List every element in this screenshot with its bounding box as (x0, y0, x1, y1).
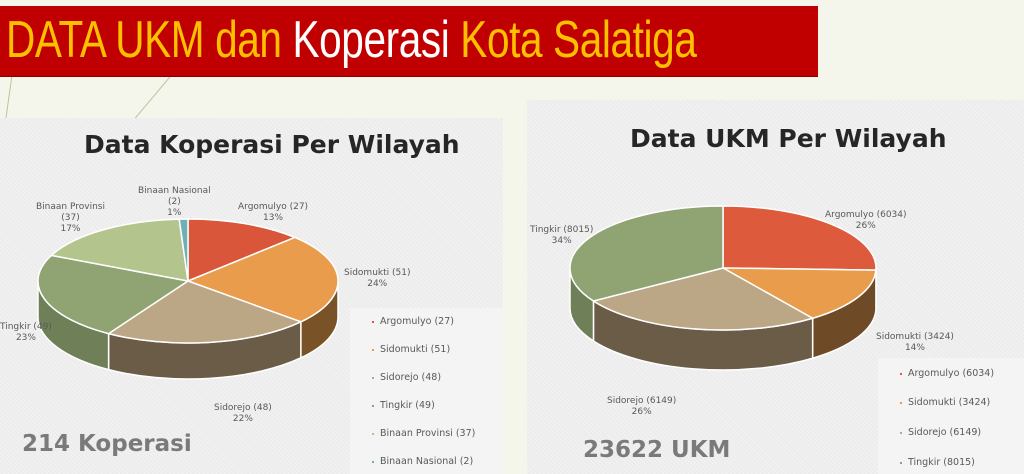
legend-item: Binaan Nasional (2) (372, 456, 473, 467)
pie-slice-tingkir (569, 205, 724, 302)
legend-label: Sidorejo (6149) (908, 427, 982, 438)
label-text: Sidorejo (48) (214, 403, 272, 413)
data-label-argomulyo: Argomulyo (6034) 26% (825, 210, 907, 232)
chart-legend: Argomulyo (6034) Sidomukti (3424) Sidore… (878, 358, 1024, 474)
legend-item: Sidorejo (48) (372, 372, 441, 383)
pie-slice-binaan-nasional (178, 218, 189, 282)
pie-slice-sidorejo (107, 280, 302, 344)
data-label-argomulyo: Argomulyo (27) 13% (238, 202, 308, 224)
legend-label: Tingkir (8015) (908, 457, 975, 468)
ukm-chart-panel: Data UKM Per Wilayah Argomulyo (6034) 26%… (527, 100, 1024, 474)
legend-marker (900, 372, 902, 375)
label-count: (2) (167, 197, 181, 207)
data-label-sidorejo: Sidorejo (48) 22% (214, 403, 272, 425)
legend-label: Tingkir (49) (380, 400, 435, 411)
label-percent: 24% (367, 279, 388, 289)
data-label-tingkir: Tingkir (49) 23% (0, 322, 52, 344)
legend-label: Argomulyo (27) (380, 316, 454, 327)
title-part: Kota Salatiga (449, 11, 697, 69)
legend-marker (372, 376, 374, 379)
total-koperasi: 214 Koperasi (22, 431, 192, 457)
data-label-binaan-nasional: Binaan Nasional (2) 1% (138, 186, 211, 219)
data-label-binaan-provinsi: Binaan Provinsi (37) 17% (36, 202, 105, 235)
koperasi-pie-chart (37, 218, 339, 380)
label-text: Sidorejo (6149) (607, 396, 677, 406)
chart-title: Data UKM Per Wilayah (630, 124, 947, 153)
legend-marker (900, 461, 902, 464)
data-label-sidorejo: Sidorejo (6149) 26% (607, 396, 676, 418)
pie-slice-binaan-provinsi (50, 218, 189, 282)
label-text: Sidomukti (3424) (876, 332, 954, 342)
legend-label: Sidorejo (48) (380, 372, 442, 383)
label-text: Tingkir (8015) (530, 225, 594, 235)
legend-item: Argomulyo (6034) (900, 368, 994, 379)
label-percent: 26% (631, 407, 652, 417)
label-value: 2 (171, 197, 178, 207)
legend-label: Sidomukti (51) (380, 344, 451, 355)
ukm-pie-chart (569, 205, 877, 371)
label-percent: 34% (551, 236, 572, 246)
label-text: Sidomukti (51) (344, 268, 411, 278)
koperasi-chart-panel: Data Koperasi Per Wilayah Argomulyo (27)… (0, 118, 503, 474)
label-percent: 23% (15, 333, 36, 343)
legend-marker (372, 404, 374, 407)
label-text: Binaan Nasional (138, 186, 211, 196)
data-label-tingkir: Tingkir (8015) 34% (530, 225, 593, 247)
legend-item: Binaan Provinsi (37) (372, 428, 475, 439)
total-ukm: 23622 UKM (583, 437, 731, 463)
legend-marker (900, 401, 902, 404)
legend-marker (372, 460, 374, 463)
chart-title: Data Koperasi Per Wilayah (84, 130, 460, 159)
legend-label: Sidomukti (3424) (908, 397, 991, 408)
legend-marker (372, 320, 374, 323)
legend-item: Tingkir (49) (372, 400, 435, 411)
pie-slice-argomulyo (187, 218, 296, 282)
label-percent: 22% (232, 414, 253, 424)
page-title: DATA UKM dan Koperasi Kota Salatiga (6, 10, 697, 70)
label-text: Argomulyo (6034) (825, 210, 907, 220)
legend-item: Sidorejo (6149) (900, 427, 981, 438)
legend-marker (372, 348, 374, 351)
pie-slice-tingkir (37, 254, 189, 335)
label-percent: 26% (855, 221, 876, 231)
pie-slice-sidomukti (722, 267, 877, 319)
legend-marker (900, 431, 902, 434)
pie-slice-sidomukti (187, 236, 339, 323)
chart-legend: Argomulyo (27) Sidomukti (51) Sidorejo (… (350, 308, 503, 474)
title-banner: DATA UKM dan Koperasi Kota Salatiga (0, 6, 818, 77)
label-percent: 14% (904, 343, 925, 353)
title-part: DATA UKM dan (6, 11, 293, 69)
label-text: Binaan Provinsi (36, 202, 105, 212)
decorative-line (130, 76, 171, 124)
pie-slice-sidorejo (592, 267, 814, 331)
pie-slice-argomulyo (722, 205, 877, 271)
data-label-sidomukti: Sidomukti (51) 24% (344, 268, 410, 290)
label-percent: 1% (167, 208, 182, 218)
legend-item: Argomulyo (27) (372, 316, 454, 327)
label-percent: 13% (263, 213, 284, 223)
legend-label: Binaan Nasional (2) (380, 456, 474, 467)
legend-label: Binaan Provinsi (37) (380, 428, 476, 439)
legend-item: Sidomukti (51) (372, 344, 450, 355)
legend-item: Tingkir (8015) (900, 457, 975, 468)
label-text: Argomulyo (27) (238, 202, 309, 212)
data-label-sidomukti: Sidomukti (3424) 14% (876, 332, 954, 354)
label-text: Tingkir (49) (0, 322, 52, 332)
label-percent: 17% (60, 224, 81, 234)
title-part-highlight: Koperasi (292, 11, 450, 69)
legend-item: Sidomukti (3424) (900, 397, 990, 408)
label-value: 37 (64, 213, 77, 223)
legend-marker (372, 432, 374, 435)
label-count: (37) (61, 213, 80, 223)
legend-label: Argomulyo (6034) (908, 368, 995, 379)
